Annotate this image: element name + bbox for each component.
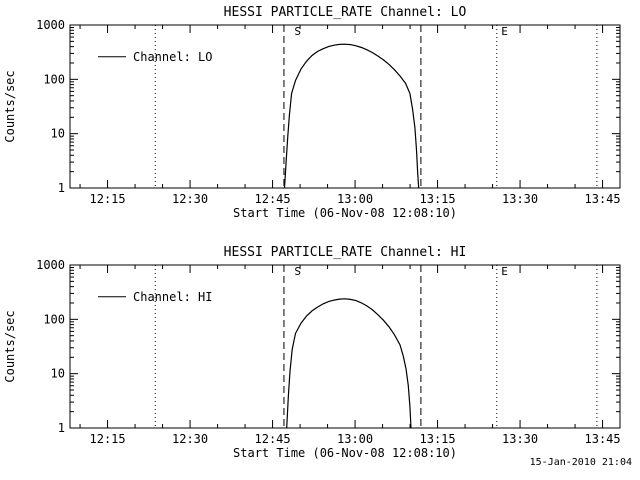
flag-label-e: E	[501, 25, 508, 38]
plot-title-hi: HESSI PARTICLE_RATE Channel: HI	[224, 245, 467, 260]
y-tick-label: 1	[58, 421, 65, 435]
x-tick-label: 13:30	[502, 432, 538, 446]
x-tick-label: 12:45	[255, 432, 291, 446]
x-tick-label: 13:30	[502, 192, 538, 206]
x-tick-label: 13:45	[585, 432, 621, 446]
y-tick-label: 10	[51, 127, 65, 141]
x-tick-label: 12:30	[172, 192, 208, 206]
flag-label-e: E	[501, 265, 508, 278]
x-tick-label: 12:45	[255, 192, 291, 206]
y-axis-label: Counts/sec	[3, 310, 17, 382]
y-axis-label: Counts/sec	[3, 70, 17, 142]
y-tick-label: 1000	[36, 18, 65, 32]
plot-frame	[69, 264, 621, 429]
x-axis-label: Start Time (06-Nov-08 12:08:10)	[233, 446, 457, 460]
x-tick-label: 13:15	[420, 192, 456, 206]
generation-timestamp: 15-Jan-2010 21:04	[529, 457, 632, 468]
y-tick-label: 100	[43, 72, 65, 86]
x-tick-label: 13:45	[585, 192, 621, 206]
x-tick-label: 13:15	[420, 432, 456, 446]
plot-title-lo: HESSI PARTICLE_RATE Channel: LO	[224, 5, 467, 20]
x-axis-label: Start Time (06-Nov-08 12:08:10)	[233, 206, 457, 220]
x-tick-label: 13:00	[337, 192, 373, 206]
legend-label: Channel: HI	[133, 290, 212, 304]
y-tick-label: 1	[58, 181, 65, 195]
flag-label-s: S	[294, 265, 301, 278]
x-tick-label: 12:30	[172, 432, 208, 446]
x-tick-label: 12:15	[90, 192, 126, 206]
y-tick-label: 10	[51, 367, 65, 381]
x-tick-label: 12:15	[90, 432, 126, 446]
y-tick-label: 100	[43, 312, 65, 326]
flag-label-s: S	[294, 25, 301, 38]
plot-panel-lo: HESSI PARTICLE_RATE Channel: LO 12:15 12:3…	[3, 5, 621, 220]
plot-frame	[69, 24, 621, 189]
plot-panel-hi: HESSI PARTICLE_RATE Channel: HI 12:15 12:3…	[3, 245, 621, 460]
legend-label: Channel: LO	[133, 50, 212, 64]
y-tick-label: 1000	[36, 258, 65, 272]
series-curve-lo	[283, 43, 420, 189]
x-tick-label: 13:00	[337, 432, 373, 446]
series-curve-hi	[286, 298, 412, 429]
